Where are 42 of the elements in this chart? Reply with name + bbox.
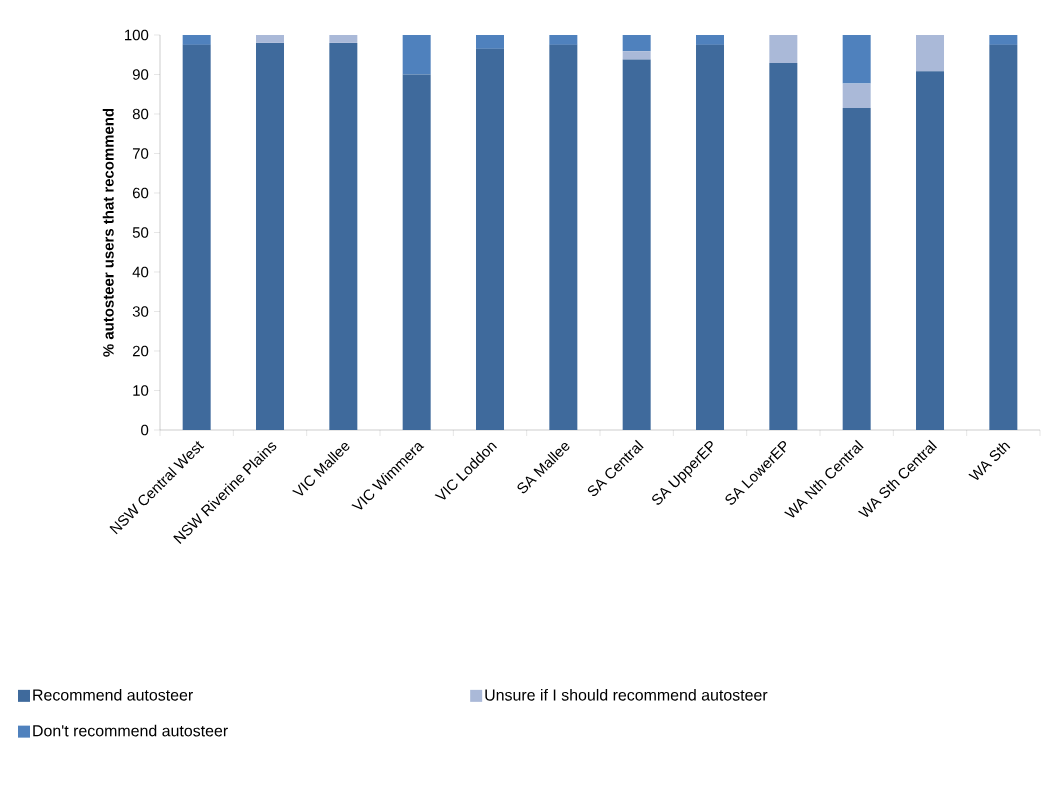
- bar: [696, 34, 725, 45]
- y-tick-label: 60: [132, 187, 149, 199]
- bar: [916, 34, 945, 72]
- bar: [402, 74, 431, 430]
- bar: [329, 42, 358, 430]
- bar: [622, 59, 651, 430]
- bar: [842, 108, 871, 430]
- y-tick-label: 30: [132, 306, 149, 317]
- y-tick-label: 80: [132, 108, 149, 120]
- bar: [696, 44, 725, 430]
- bar: [622, 34, 651, 52]
- bar: [329, 34, 358, 43]
- bar: [842, 34, 871, 84]
- y-tick-label: 0: [141, 424, 149, 436]
- bar: [622, 51, 651, 60]
- bar: [549, 44, 578, 430]
- bar: [989, 44, 1018, 430]
- bar: [476, 34, 504, 49]
- legend-label: Unsure if I should recommend autosteer: [485, 688, 768, 701]
- bar: [182, 44, 211, 430]
- bar: [769, 34, 798, 64]
- y-tick-label: 70: [132, 148, 149, 159]
- bar: [476, 48, 504, 430]
- y-tick-label: 90: [132, 69, 149, 80]
- bar: [256, 34, 284, 43]
- legend-label: Don't recommend autosteer: [33, 724, 228, 737]
- y-tick-label: 10: [133, 385, 149, 396]
- x-tick-label: WA Sth: [968, 442, 1011, 480]
- bar: [182, 34, 211, 45]
- y-tick-label: 40: [132, 266, 149, 278]
- bar: [402, 34, 431, 75]
- y-tick-label: 20: [132, 345, 149, 357]
- legend-label: Recommend autosteer: [33, 688, 193, 701]
- y-tick-label: 100: [125, 29, 149, 41]
- bar: [916, 71, 945, 430]
- bar: [256, 42, 284, 430]
- y-tick-label: 50: [132, 227, 149, 238]
- bar: [769, 63, 798, 430]
- y-axis-title: % autosteer users that recommend: [102, 108, 114, 357]
- bar: [549, 34, 578, 45]
- bar: [989, 34, 1018, 45]
- bar: [842, 83, 871, 109]
